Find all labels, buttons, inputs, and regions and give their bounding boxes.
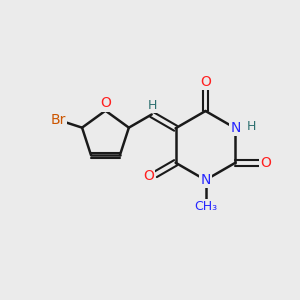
Text: Br: Br <box>50 113 66 128</box>
Text: N: N <box>200 173 211 187</box>
Text: O: O <box>260 156 271 170</box>
Text: O: O <box>100 97 112 110</box>
Text: N: N <box>230 121 241 135</box>
Text: O: O <box>143 169 154 183</box>
Text: H: H <box>148 99 157 112</box>
Text: H: H <box>246 120 256 133</box>
Text: O: O <box>200 75 211 88</box>
Text: CH₃: CH₃ <box>194 200 217 213</box>
